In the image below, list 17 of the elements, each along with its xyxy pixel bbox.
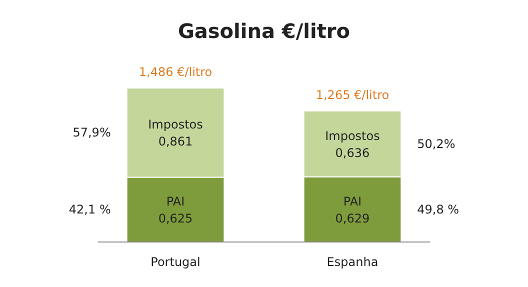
data-label: 0,636: [335, 146, 370, 160]
x-tick-label: Portugal: [150, 255, 200, 269]
x-tick-label: Espanha: [326, 255, 378, 269]
series-label: PAI: [166, 194, 185, 209]
annotation: 49,8 %: [417, 202, 460, 216]
total-label: 1,265 €/litro: [316, 88, 390, 102]
annotation: 42,1 %: [68, 202, 111, 217]
annotation: 57,9%: [72, 126, 111, 140]
chart-title: Gasolina €/litro: [178, 19, 350, 43]
data-label: 0,629: [335, 211, 370, 226]
data-label: 0,861: [158, 134, 193, 149]
text: PAI: [343, 194, 362, 208]
total-label: 1,486 €/litro: [138, 65, 212, 79]
text: Impostos: [148, 118, 203, 132]
annotation: 50,2%: [417, 136, 456, 151]
series-label: Impostos: [325, 128, 380, 143]
data-label: 0,625: [158, 212, 193, 226]
